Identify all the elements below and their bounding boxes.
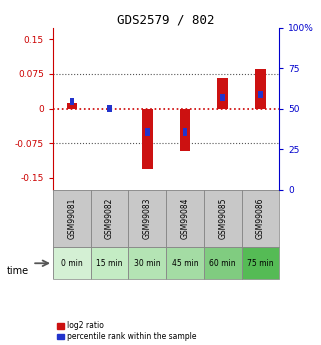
Text: GSM99083: GSM99083	[143, 198, 152, 239]
Bar	[204, 189, 241, 247]
Bar	[204, 247, 241, 279]
Text: 45 min: 45 min	[172, 259, 198, 268]
Bar	[53, 189, 91, 247]
Bar	[128, 189, 166, 247]
Bar	[145, 128, 150, 136]
Bar	[241, 189, 279, 247]
Bar	[221, 94, 225, 101]
Bar	[142, 109, 152, 169]
Bar	[107, 105, 112, 112]
Bar	[91, 189, 128, 247]
Bar	[255, 69, 266, 109]
Bar	[70, 98, 74, 105]
Text: GSM99084: GSM99084	[180, 198, 189, 239]
Text: 60 min: 60 min	[209, 259, 236, 268]
Bar	[128, 247, 166, 279]
Bar	[183, 128, 187, 136]
Text: GSM99081: GSM99081	[67, 198, 76, 239]
Bar	[217, 78, 228, 109]
Bar	[166, 247, 204, 279]
Text: GSM99086: GSM99086	[256, 198, 265, 239]
Bar	[180, 109, 190, 151]
Text: 15 min: 15 min	[96, 259, 123, 268]
Bar	[166, 189, 204, 247]
Bar	[66, 102, 77, 109]
Bar	[258, 91, 263, 98]
Text: GSM99082: GSM99082	[105, 198, 114, 239]
Title: GDS2579 / 802: GDS2579 / 802	[117, 13, 215, 27]
Legend: log2 ratio, percentile rank within the sample: log2 ratio, percentile rank within the s…	[57, 321, 196, 341]
Bar	[241, 247, 279, 279]
Text: 30 min: 30 min	[134, 259, 160, 268]
Text: 0 min: 0 min	[61, 259, 83, 268]
Text: 75 min: 75 min	[247, 259, 274, 268]
Text: time: time	[6, 266, 29, 276]
Bar	[53, 247, 91, 279]
Bar	[91, 247, 128, 279]
Text: GSM99085: GSM99085	[218, 198, 227, 239]
